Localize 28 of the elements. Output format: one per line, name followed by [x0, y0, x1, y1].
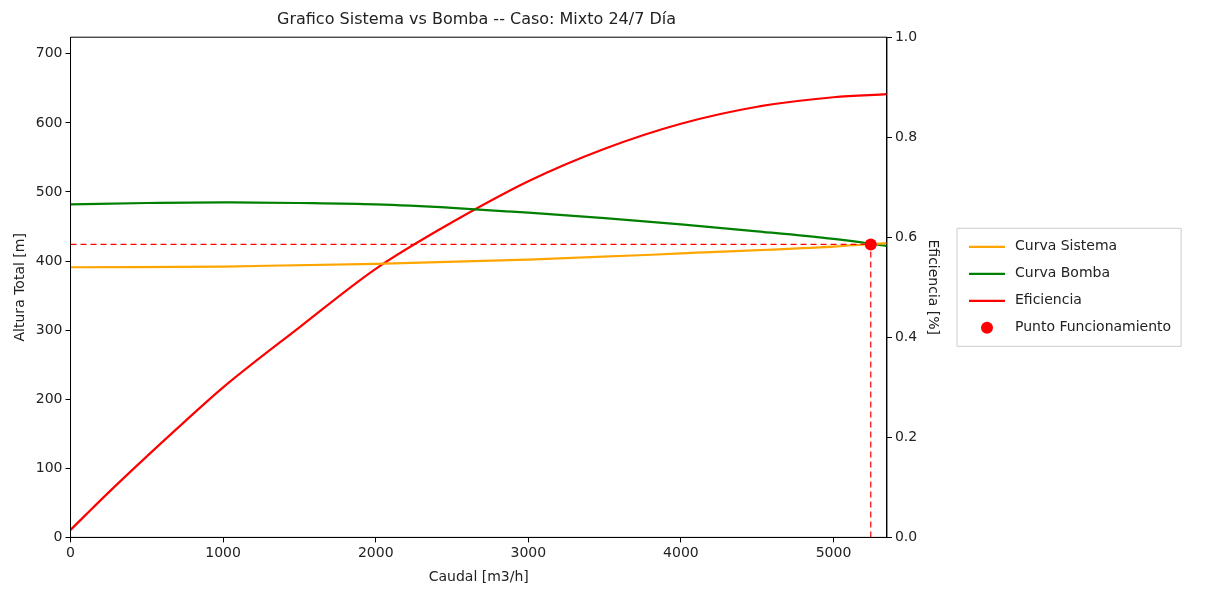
y-tick-label: 500 — [35, 182, 63, 199]
x-tick-label: 3000 — [510, 544, 547, 561]
y-tick-label: 700 — [35, 44, 63, 61]
x-tick-label: 2000 — [357, 544, 394, 561]
x-tick-label: 5000 — [815, 544, 852, 561]
y2-tick-label: 0.4 — [894, 327, 918, 344]
y2-tick-label: 0.6 — [894, 227, 918, 244]
legend-label: Curva Bomba — [1015, 264, 1110, 281]
legend-label: Punto Funcionamiento — [1015, 318, 1172, 335]
y-tick-label: 100 — [35, 458, 63, 475]
y2-tick-label: 1.0 — [894, 27, 918, 44]
y2-tick-label: 0.2 — [894, 428, 918, 444]
y-tick-label: 400 — [35, 251, 63, 268]
x-tick-label: 4000 — [663, 544, 699, 561]
y2-tick-label: 0.0 — [894, 528, 918, 545]
chart-title: Grafico Sistema vs Bomba -- Caso: Mixto 24/7 Día — [276, 8, 677, 28]
legend-label: Curva Sistema — [1015, 237, 1118, 254]
y-tick-label: 200 — [35, 389, 63, 406]
legend-label: Eficiencia — [1015, 291, 1082, 308]
y-tick-label: 0 — [53, 528, 63, 545]
x-tick-label: 1000 — [205, 544, 241, 561]
x-tick-label: 0 — [66, 544, 75, 561]
y2-axis-title: Eficiencia [%] — [925, 239, 942, 336]
y2-tick-label: 0.8 — [894, 127, 918, 144]
y-axis-title: Altura Total [m] — [11, 233, 28, 342]
y-tick-label: 600 — [35, 113, 63, 130]
x-axis-title: Caudal [m3/h] — [428, 568, 529, 585]
y-tick-label: 300 — [35, 320, 63, 337]
